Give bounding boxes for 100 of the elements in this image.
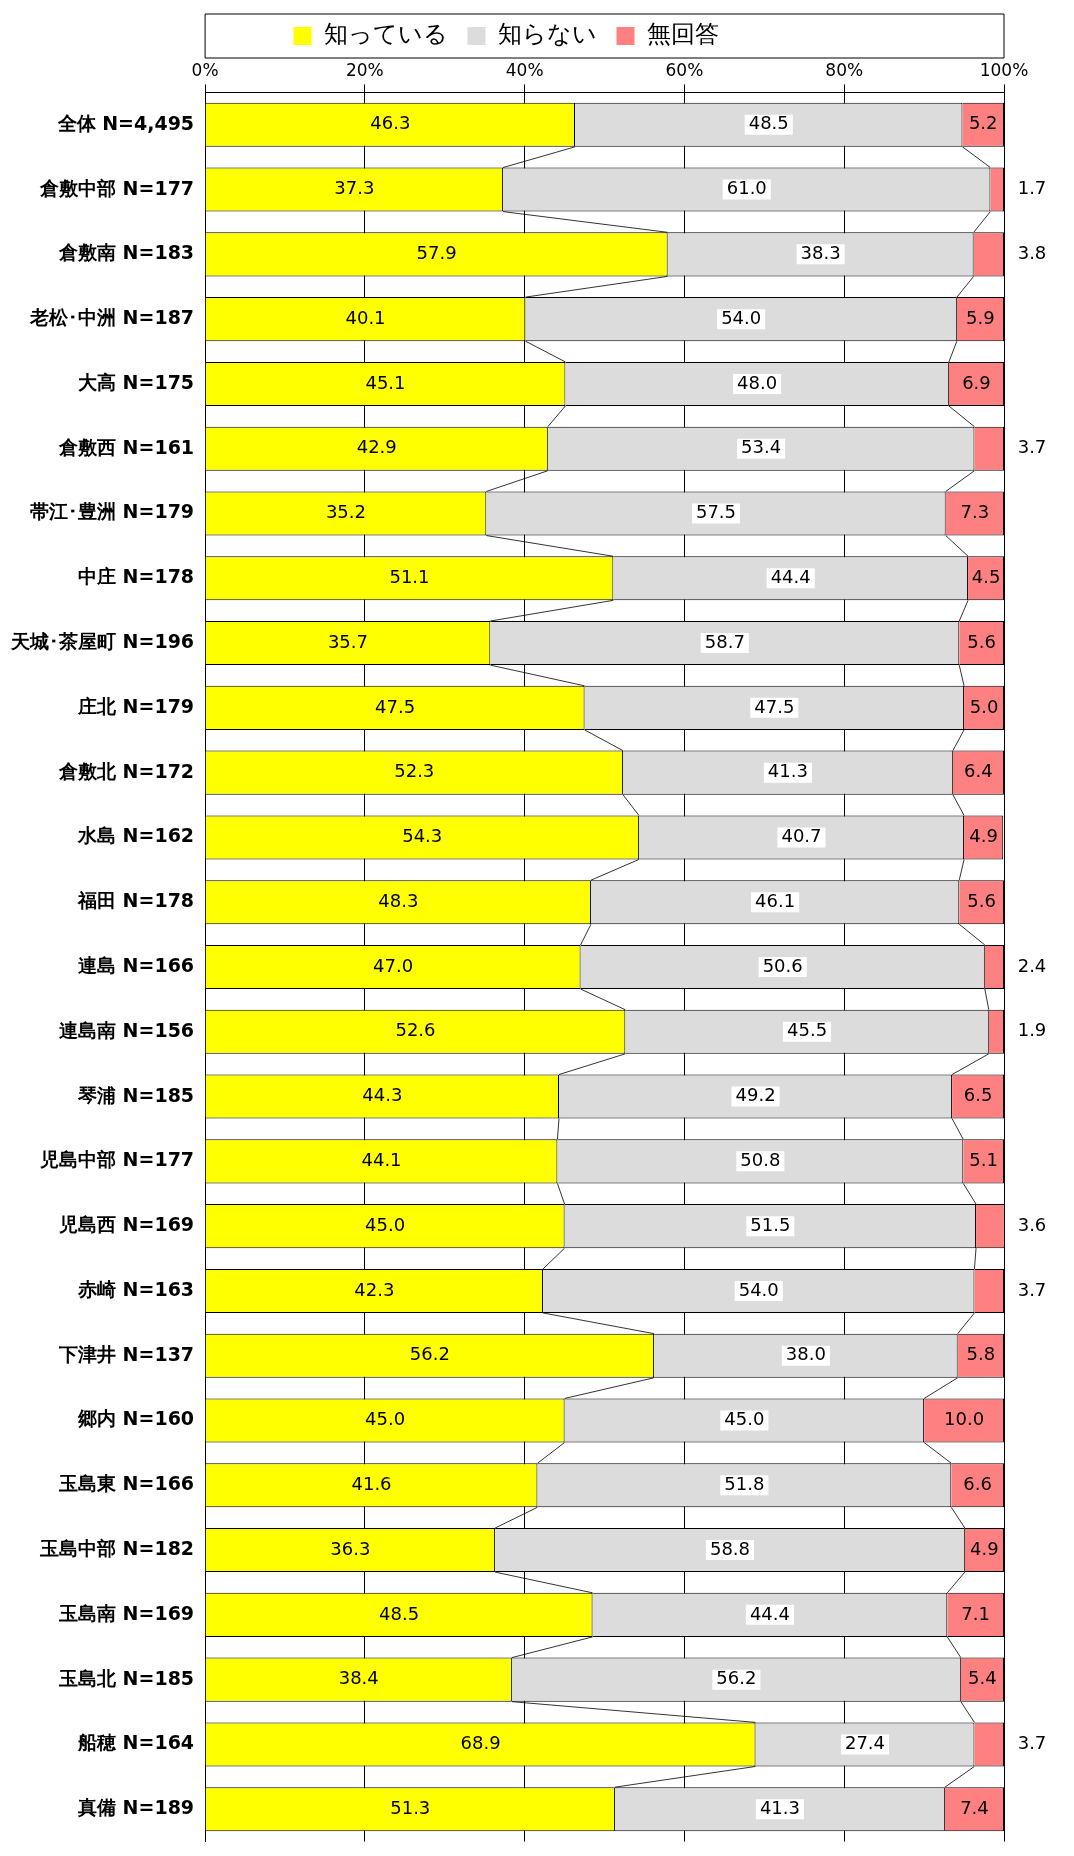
data-label: 6.4	[964, 760, 993, 782]
data-label: 47.5	[754, 695, 795, 717]
data-label: 1.7	[1017, 177, 1047, 199]
data-label: 35.2	[325, 501, 366, 523]
data-label: 3.6	[1017, 1213, 1047, 1235]
data-label: 38.3	[800, 242, 841, 264]
data-label: 7.4	[960, 1796, 989, 1818]
y-tick-label: 玉島東 N=166	[57, 1472, 195, 1495]
data-label: 52.6	[395, 1019, 436, 1041]
y-tick-label: 郷内 N=160	[76, 1407, 195, 1430]
y-tick-label: 天城･茶屋町 N=196	[9, 630, 195, 653]
data-label: 41.3	[767, 760, 808, 782]
data-label: 47.0	[373, 954, 414, 976]
y-tick-label: 庄北 N=179	[76, 694, 195, 717]
data-label: 45.0	[724, 1408, 765, 1430]
data-label: 37.3	[334, 177, 375, 199]
y-tick-label: 児島西 N=169	[57, 1213, 195, 1236]
data-label: 47.5	[375, 695, 416, 717]
data-label: 54.3	[402, 825, 443, 847]
legend-label: 無回答	[646, 20, 719, 49]
data-label: 5.6	[967, 889, 996, 911]
data-label: 46.3	[370, 112, 411, 134]
data-label: 54.0	[721, 306, 762, 328]
data-label: 44.4	[749, 1602, 790, 1624]
data-label: 51.1	[389, 565, 430, 587]
data-label: 42.9	[356, 436, 397, 458]
data-label: 41.6	[351, 1472, 392, 1494]
data-label: 1.9	[1017, 1019, 1047, 1041]
y-tick-label: 船穂 N=164	[76, 1731, 195, 1754]
data-label: 38.0	[785, 1343, 826, 1365]
data-label: 3.7	[1017, 1732, 1047, 1754]
y-tick-label: 水島 N=162	[76, 824, 195, 847]
data-label: 6.5	[963, 1084, 993, 1106]
y-tick-label: 連島南 N=156	[58, 1018, 195, 1041]
data-label: 48.3	[378, 889, 419, 911]
y-tick-label: 下津井 N=137	[57, 1342, 195, 1365]
data-label: 35.7	[327, 630, 368, 652]
data-label: 5.9	[966, 306, 995, 328]
y-tick-label: 帯江･豊洲 N=179	[29, 500, 195, 523]
data-label: 48.5	[379, 1602, 420, 1624]
data-label: 5.0	[969, 695, 999, 717]
data-label: 4.9	[970, 1537, 999, 1559]
data-label: 5.6	[967, 630, 996, 652]
data-label: 6.6	[963, 1472, 992, 1494]
data-label: 4.5	[971, 565, 1001, 587]
data-label: 61.0	[726, 177, 767, 199]
y-tick-label: 倉敷中部 N=177	[38, 176, 195, 199]
data-label: 7.1	[961, 1602, 990, 1624]
data-label: 5.8	[966, 1343, 996, 1365]
data-label: 45.5	[787, 1019, 828, 1041]
data-label: 40.1	[345, 306, 386, 328]
y-tick-label: 赤崎 N=163	[76, 1277, 195, 1300]
data-label: 44.1	[361, 1149, 402, 1171]
data-label: 45.0	[365, 1213, 406, 1235]
y-tick-label: 玉島北 N=185	[57, 1666, 195, 1689]
data-label: 45.0	[365, 1408, 406, 1430]
data-label: 50.6	[762, 954, 803, 976]
data-label: 5.1	[969, 1149, 998, 1171]
data-label: 3.7	[1017, 1278, 1047, 1300]
y-tick-label: 玉島中部 N=182	[38, 1537, 195, 1559]
y-tick-label: 倉敷南 N=183	[57, 241, 195, 264]
data-label: 36.3	[330, 1537, 371, 1559]
data-label: 5.4	[968, 1667, 997, 1689]
legend-label: 知っている	[323, 20, 448, 49]
y-tick-label: 連島 N=166	[77, 953, 195, 976]
data-label: 56.2	[409, 1343, 450, 1365]
data-label: 38.4	[338, 1667, 379, 1689]
x-tick-label: 0%	[191, 59, 219, 80]
data-label: 48.0	[737, 371, 778, 393]
data-label: 57.9	[416, 242, 457, 264]
data-label: 53.4	[741, 436, 782, 458]
data-label: 51.5	[750, 1213, 791, 1235]
y-tick-label: 児島中部 N=177	[38, 1148, 195, 1171]
data-label: 49.2	[735, 1084, 776, 1106]
data-label: 6.9	[962, 371, 991, 393]
data-label: 3.8	[1017, 242, 1047, 264]
data-label: 3.7	[1017, 436, 1047, 458]
data-label: 5.2	[968, 112, 998, 134]
y-tick-label: 真備 N=189	[76, 1796, 195, 1819]
x-tick-label: 40%	[505, 59, 544, 80]
y-tick-label: 倉敷北 N=172	[57, 759, 195, 782]
data-label: 10.0	[944, 1408, 985, 1430]
data-label: 41.3	[759, 1796, 800, 1818]
data-label: 51.3	[390, 1796, 431, 1818]
data-label: 44.3	[362, 1084, 403, 1106]
y-tick-label: 琴浦 N=185	[76, 1083, 195, 1106]
data-label: 58.7	[704, 630, 745, 652]
data-label: 44.4	[770, 565, 811, 587]
data-label: 54.0	[738, 1278, 779, 1300]
data-label: 58.8	[709, 1537, 751, 1559]
y-tick-label: 中庄 N=178	[77, 565, 195, 588]
y-tick-label: 大高 N=175	[77, 370, 195, 393]
y-tick-label: 玉島南 N=169	[57, 1601, 195, 1624]
data-label: 48.5	[748, 112, 789, 134]
x-tick-label: 20%	[345, 59, 384, 80]
data-label: 56.2	[716, 1667, 757, 1689]
x-tick-label: 100%	[979, 59, 1029, 80]
data-label: 7.3	[960, 501, 990, 523]
data-label: 40.7	[781, 825, 822, 847]
y-tick-label: 老松･中洲 N=187	[28, 306, 195, 329]
